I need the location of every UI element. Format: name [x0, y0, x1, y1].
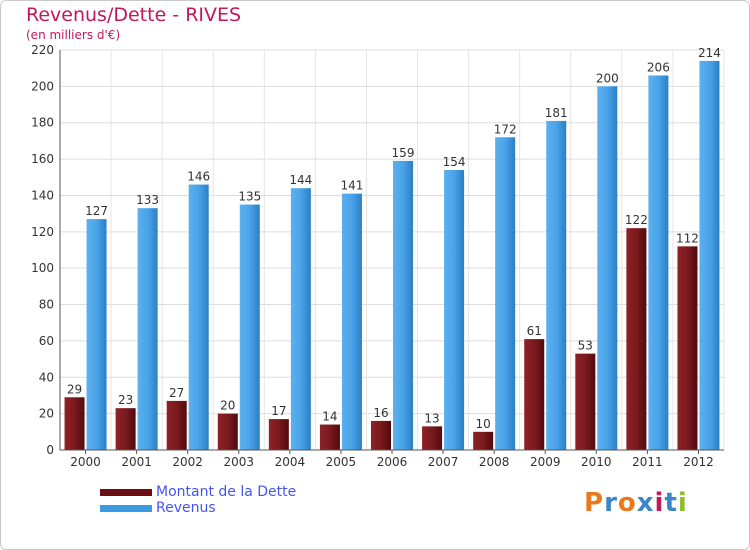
grid [59, 49, 725, 451]
logo-letter: i [654, 488, 665, 518]
logo-letter: P [584, 488, 605, 518]
logo-letter: i [677, 488, 688, 518]
bar-revenus [86, 219, 107, 450]
y-tick-label: 200 [31, 79, 54, 93]
bar-dette [575, 353, 596, 450]
x-tick-label: 2003 [223, 455, 254, 469]
y-tick-label: 40 [39, 370, 54, 384]
x-tick-label: 2002 [172, 455, 203, 469]
data-label-dette: 122 [625, 213, 648, 227]
y-tick-label: 120 [31, 225, 54, 239]
data-label-revenus: 141 [340, 179, 363, 193]
data-label-dette: 23 [118, 393, 133, 407]
bar-dette [268, 419, 289, 450]
bar-dette [422, 426, 443, 450]
logo-letter: o [617, 488, 637, 518]
y-tick-label: 100 [31, 261, 54, 275]
data-label-revenus: 172 [494, 122, 517, 136]
data-label-dette: 16 [373, 406, 388, 420]
x-tick-label: 2011 [632, 455, 663, 469]
data-label-dette: 27 [169, 386, 184, 400]
chart-title: Revenus/Dette - RIVES [26, 4, 242, 26]
bar-revenus [239, 204, 260, 450]
data-labels: 29 127 23 133 27 146 20 135 17 144 14 141 16 159 13 154… [67, 46, 721, 431]
data-label-dette: 10 [476, 417, 491, 431]
bar-revenus [546, 120, 567, 450]
x-tick-label: 2005 [326, 455, 357, 469]
bar-dette [319, 424, 340, 450]
y-tick-label: 160 [31, 152, 54, 166]
x-tick-label: 2012 [683, 455, 714, 469]
data-label-dette: 13 [424, 411, 439, 425]
x-tick-label: 2000 [70, 455, 101, 469]
data-label-revenus: 133 [136, 193, 159, 207]
legend-swatch-dette [100, 489, 152, 496]
x-tick-label: 2008 [479, 455, 510, 469]
bar-revenus [137, 208, 158, 450]
y-tick-label: 180 [31, 116, 54, 130]
x-tick-label: 2006 [377, 455, 408, 469]
bar-dette [524, 339, 545, 450]
data-label-revenus: 159 [392, 146, 415, 160]
bar-revenus [188, 184, 209, 450]
data-label-dette: 61 [527, 324, 542, 338]
bar-dette [115, 408, 136, 450]
x-tick-label: 2010 [581, 455, 612, 469]
bar-revenus [290, 188, 311, 450]
logo-letter: x [636, 488, 655, 518]
data-label-revenus: 200 [596, 71, 619, 85]
data-label-dette: 53 [578, 339, 593, 353]
y-tick-label: 0 [46, 443, 54, 457]
x-tick-label: 2004 [275, 455, 306, 469]
bar-dette [677, 246, 698, 450]
y-tick-label: 80 [39, 298, 54, 312]
data-label-revenus: 206 [647, 60, 670, 74]
x-tick-label: 2001 [121, 455, 152, 469]
data-label-dette: 20 [220, 399, 235, 413]
logo-letter: t [664, 488, 678, 518]
bar-revenus [444, 170, 465, 450]
legend-label-revenus: Revenus [156, 500, 216, 516]
data-label-revenus: 181 [545, 106, 568, 120]
bar-chart: 29 127 23 133 27 146 20 135 17 144 14 141 16 159 13 154… [31, 43, 725, 469]
bar-revenus [495, 137, 516, 451]
legend-swatch-revenus [100, 505, 152, 512]
bar-dette [166, 400, 187, 450]
bar-revenus [699, 60, 720, 451]
y-tick-label: 20 [39, 407, 54, 421]
bar-dette [217, 413, 238, 450]
data-label-dette: 17 [271, 404, 286, 418]
bar-revenus [393, 160, 413, 450]
chart-subtitle: (en milliers d'€) [26, 28, 121, 42]
y-tick-label: 60 [39, 334, 54, 348]
data-label-revenus: 146 [187, 170, 210, 184]
data-label-revenus: 127 [85, 204, 108, 218]
bar-dette [626, 228, 647, 450]
data-label-revenus: 214 [698, 46, 721, 60]
y-tick-label: 220 [31, 43, 54, 57]
legend-label-dette: Montant de la Dette [156, 484, 297, 500]
data-label-dette: 29 [67, 382, 82, 396]
data-label-revenus: 144 [289, 173, 312, 187]
proxiti-logo: Proxiti [584, 488, 688, 518]
bar-revenus [597, 86, 618, 450]
data-label-dette: 112 [676, 231, 699, 245]
data-label-revenus: 154 [443, 155, 466, 169]
bar-revenus [341, 193, 362, 451]
bars [64, 60, 720, 451]
data-label-revenus: 135 [238, 190, 261, 204]
bar-revenus [648, 75, 669, 451]
y-tick-label: 140 [31, 188, 54, 202]
bar-dette [371, 420, 391, 450]
x-tick-label: 2007 [428, 455, 459, 469]
x-tick-label: 2009 [530, 455, 561, 469]
bar-dette [473, 431, 494, 450]
logo-letter: r [604, 488, 618, 518]
data-label-dette: 14 [322, 410, 337, 424]
bar-dette [64, 397, 85, 450]
